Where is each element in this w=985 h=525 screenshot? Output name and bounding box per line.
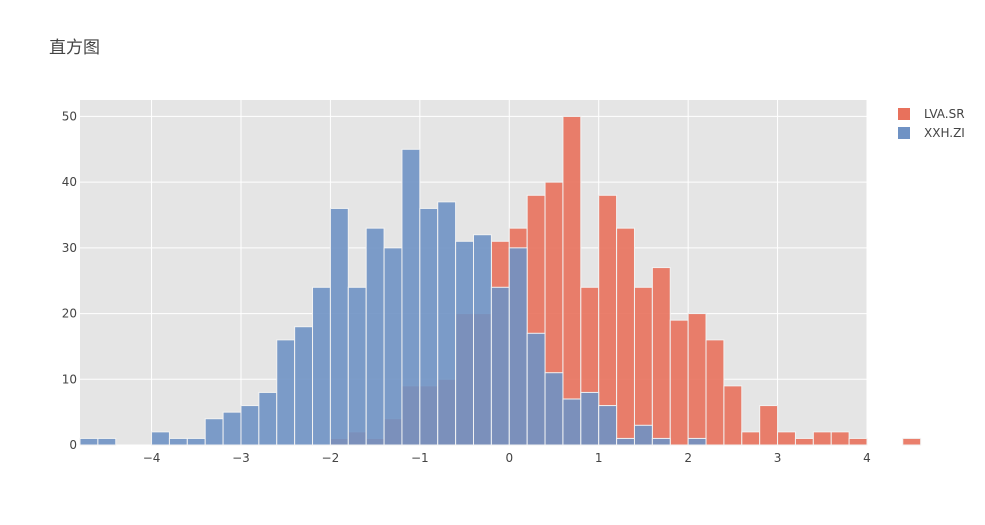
- chart-title: 直方图: [49, 38, 100, 58]
- histogram-bar-lva-sr[interactable]: [830, 431, 850, 446]
- histogram-bar-xxh-zi[interactable]: [616, 437, 635, 446]
- histogram-bar-xxh-zi[interactable]: [294, 326, 314, 446]
- x-tick-label: 2: [684, 451, 692, 465]
- histogram-bar-lva-sr[interactable]: [848, 437, 868, 446]
- histogram-bar-xxh-zi[interactable]: [168, 437, 188, 446]
- y-tick-label: 0: [69, 438, 77, 452]
- histogram-bar-xxh-zi[interactable]: [473, 234, 492, 446]
- histogram-bar-xxh-zi[interactable]: [437, 201, 457, 446]
- y-tick-label: 10: [62, 372, 77, 386]
- y-tick-label: 40: [62, 175, 77, 189]
- histogram-bar-xxh-zi[interactable]: [562, 398, 582, 446]
- histogram-bar-xxh-zi[interactable]: [258, 391, 278, 446]
- histogram-bar-xxh-zi[interactable]: [526, 332, 546, 446]
- legend-label[interactable]: LVA.SR: [924, 107, 965, 121]
- histogram-bar-xxh-zi[interactable]: [347, 286, 367, 446]
- legend-swatch[interactable]: [898, 127, 910, 139]
- histogram-bar-xxh-zi[interactable]: [79, 437, 99, 446]
- x-tick-label: −3: [232, 451, 250, 465]
- histogram-bar-xxh-zi[interactable]: [186, 437, 206, 446]
- x-tick-label: −4: [143, 451, 161, 465]
- x-tick-label: 1: [595, 451, 603, 465]
- histogram-bar-lva-sr[interactable]: [759, 405, 779, 446]
- y-tick-label: 30: [62, 241, 77, 255]
- histogram-bar-lva-sr[interactable]: [651, 267, 671, 446]
- histogram-bar-lva-sr[interactable]: [902, 437, 922, 446]
- histogram-bar-xxh-zi[interactable]: [401, 148, 421, 446]
- x-tick-label: −1: [411, 451, 429, 465]
- legend-swatch[interactable]: [898, 108, 910, 120]
- histogram-bar-lva-sr[interactable]: [705, 339, 725, 446]
- histogram-bar-lva-sr[interactable]: [812, 431, 832, 446]
- histogram-bar-xxh-zi[interactable]: [312, 286, 331, 446]
- histogram-bar-lva-sr[interactable]: [723, 385, 743, 446]
- histogram-bar-xxh-zi[interactable]: [383, 247, 403, 446]
- histogram-bar-xxh-zi[interactable]: [419, 207, 439, 446]
- histogram-bar-xxh-zi[interactable]: [490, 286, 510, 446]
- x-tick-label: 4: [863, 451, 871, 465]
- histogram-bar-lva-sr[interactable]: [562, 115, 582, 446]
- histogram-bar-xxh-zi[interactable]: [508, 247, 528, 446]
- y-tick-label: 50: [62, 109, 77, 123]
- histogram-bar-xxh-zi[interactable]: [222, 411, 242, 446]
- histogram-bar-xxh-zi[interactable]: [633, 424, 653, 446]
- histogram-bar-lva-sr[interactable]: [669, 319, 689, 446]
- x-tick-label: −2: [322, 451, 340, 465]
- histogram-bar-xxh-zi[interactable]: [651, 437, 671, 446]
- histogram-bar-xxh-zi[interactable]: [544, 372, 564, 446]
- histogram-bar-xxh-zi[interactable]: [97, 437, 117, 446]
- y-tick-label: 20: [62, 307, 77, 321]
- histogram-bar-xxh-zi[interactable]: [204, 418, 224, 446]
- histogram-bar-lva-sr[interactable]: [687, 313, 707, 446]
- histogram-bar-lva-sr[interactable]: [741, 431, 761, 446]
- x-tick-label: 0: [505, 451, 513, 465]
- histogram-bar-xxh-zi[interactable]: [598, 405, 618, 446]
- histogram-bar-xxh-zi[interactable]: [151, 431, 170, 446]
- histogram-bar-xxh-zi[interactable]: [329, 207, 349, 446]
- histogram-bar-lva-sr[interactable]: [794, 437, 814, 446]
- histogram-bar-xxh-zi[interactable]: [580, 391, 600, 446]
- histogram-bar-xxh-zi[interactable]: [276, 339, 296, 446]
- x-tick-label: 3: [774, 451, 782, 465]
- histogram-bar-lva-sr[interactable]: [616, 227, 635, 446]
- histogram-bar-xxh-zi[interactable]: [365, 227, 385, 446]
- legend-label[interactable]: XXH.ZI: [924, 126, 965, 140]
- histogram-bar-xxh-zi[interactable]: [687, 437, 707, 446]
- histogram-bar-xxh-zi[interactable]: [455, 240, 475, 446]
- histogram-bar-lva-sr[interactable]: [633, 286, 653, 446]
- histogram-bar-lva-sr[interactable]: [777, 431, 796, 446]
- histogram-bar-xxh-zi[interactable]: [240, 405, 260, 446]
